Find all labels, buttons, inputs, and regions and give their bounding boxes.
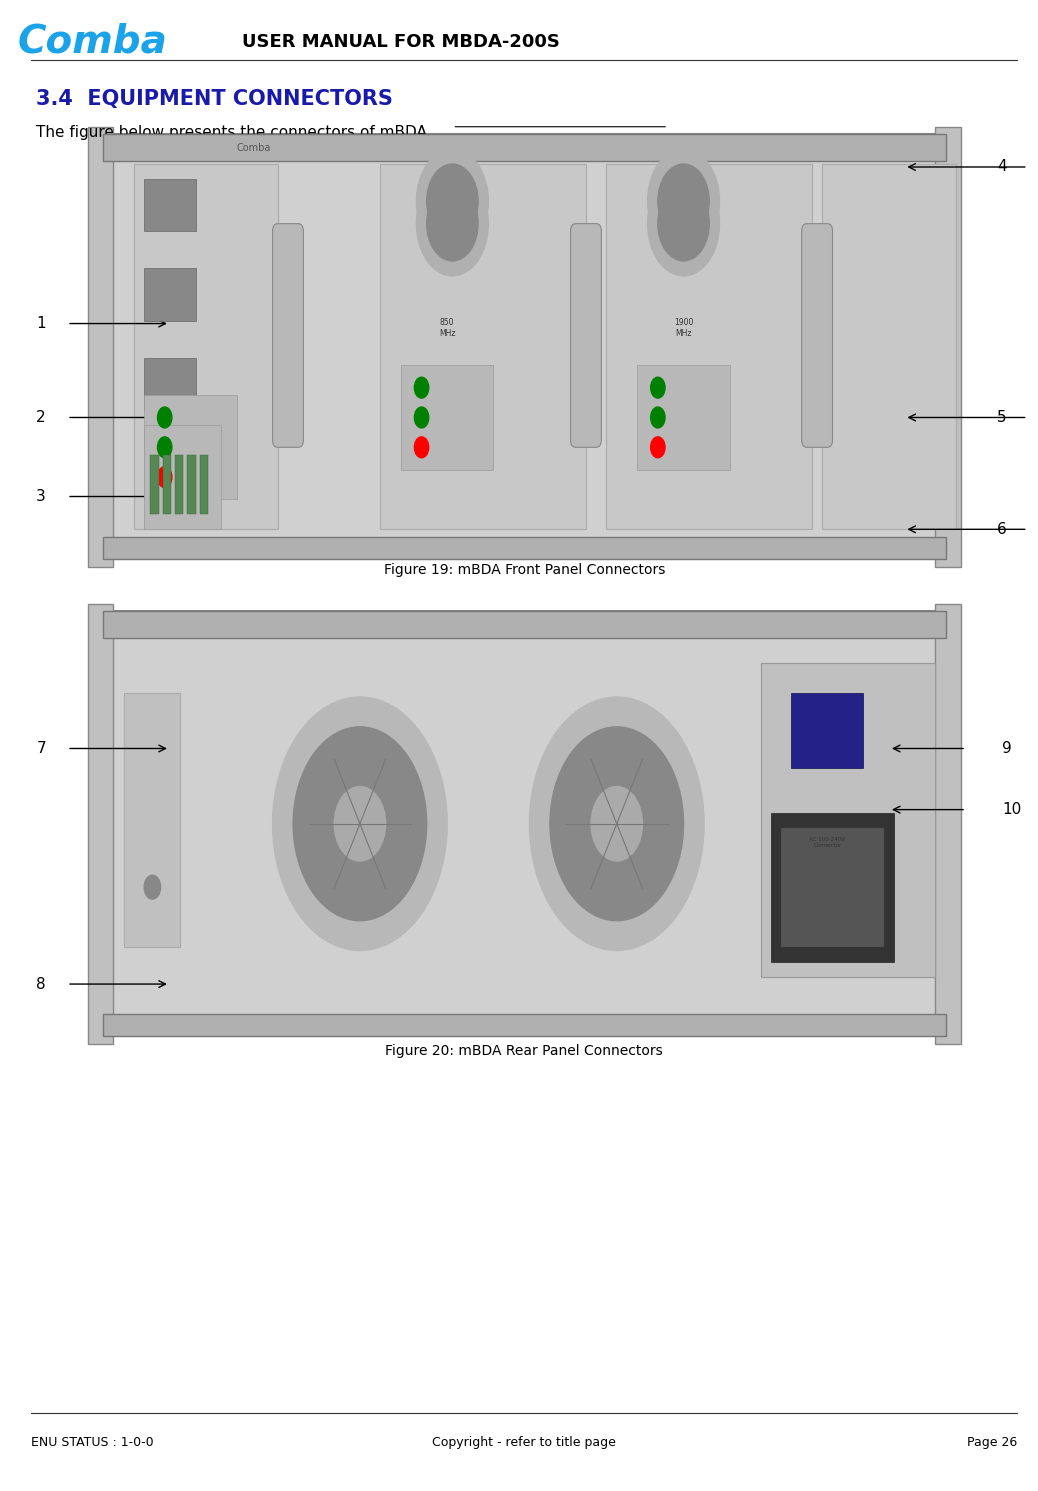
- Circle shape: [427, 164, 479, 239]
- FancyBboxPatch shape: [401, 365, 493, 470]
- Circle shape: [427, 186, 479, 261]
- FancyBboxPatch shape: [822, 164, 956, 529]
- FancyBboxPatch shape: [381, 164, 585, 529]
- Circle shape: [658, 186, 709, 261]
- FancyBboxPatch shape: [571, 224, 601, 447]
- FancyBboxPatch shape: [124, 693, 181, 947]
- Circle shape: [550, 728, 684, 920]
- FancyBboxPatch shape: [771, 813, 894, 962]
- FancyBboxPatch shape: [134, 164, 278, 529]
- Circle shape: [158, 407, 172, 428]
- Text: 3: 3: [36, 489, 46, 504]
- Circle shape: [273, 698, 447, 951]
- Circle shape: [658, 164, 709, 239]
- FancyBboxPatch shape: [103, 611, 946, 638]
- Text: Figure 19: mBDA Front Panel Connectors: Figure 19: mBDA Front Panel Connectors: [384, 562, 665, 577]
- Circle shape: [158, 467, 172, 488]
- Text: Comba: Comba: [18, 22, 168, 61]
- FancyBboxPatch shape: [144, 395, 237, 499]
- Circle shape: [144, 875, 161, 899]
- Circle shape: [648, 171, 719, 276]
- FancyBboxPatch shape: [144, 425, 221, 529]
- Text: 9: 9: [1002, 741, 1012, 756]
- FancyBboxPatch shape: [163, 455, 171, 514]
- Text: 2: 2: [36, 410, 46, 425]
- FancyBboxPatch shape: [761, 663, 935, 977]
- FancyBboxPatch shape: [144, 268, 195, 321]
- Text: Page 26: Page 26: [967, 1436, 1017, 1449]
- FancyBboxPatch shape: [87, 604, 113, 1044]
- Text: 1900
MHz: 1900 MHz: [674, 318, 693, 338]
- FancyBboxPatch shape: [782, 828, 884, 947]
- FancyBboxPatch shape: [103, 134, 946, 161]
- FancyBboxPatch shape: [935, 127, 961, 567]
- FancyBboxPatch shape: [187, 455, 195, 514]
- Circle shape: [651, 437, 665, 458]
- FancyBboxPatch shape: [103, 537, 946, 559]
- Text: 1: 1: [36, 316, 46, 331]
- FancyBboxPatch shape: [791, 693, 864, 768]
- Text: ENU STATUS : 1-0-0: ENU STATUS : 1-0-0: [31, 1436, 154, 1449]
- Text: AC 100-240V
Connector: AC 100-240V Connector: [810, 836, 845, 848]
- Text: 3.4  EQUIPMENT CONNECTORS: 3.4 EQUIPMENT CONNECTORS: [36, 89, 393, 109]
- Text: The figure below presents the connectors of mBDA.: The figure below presents the connectors…: [36, 125, 432, 140]
- FancyBboxPatch shape: [144, 358, 195, 410]
- FancyBboxPatch shape: [144, 179, 195, 231]
- FancyBboxPatch shape: [151, 455, 159, 514]
- FancyBboxPatch shape: [273, 224, 303, 447]
- Text: Copyright - refer to title page: Copyright - refer to title page: [433, 1436, 617, 1449]
- Circle shape: [651, 407, 665, 428]
- Text: 5: 5: [996, 410, 1007, 425]
- Circle shape: [529, 698, 704, 951]
- Circle shape: [158, 437, 172, 458]
- FancyBboxPatch shape: [801, 224, 832, 447]
- Circle shape: [334, 787, 385, 862]
- Text: Comba: Comba: [237, 143, 271, 152]
- FancyBboxPatch shape: [87, 127, 113, 567]
- Text: 4: 4: [996, 160, 1007, 174]
- FancyBboxPatch shape: [103, 134, 946, 559]
- FancyBboxPatch shape: [103, 1014, 946, 1036]
- Text: 10: 10: [1002, 802, 1021, 817]
- Text: 6: 6: [996, 522, 1007, 537]
- Text: USER MANUAL FOR MBDA-200S: USER MANUAL FOR MBDA-200S: [242, 33, 559, 51]
- Circle shape: [414, 407, 429, 428]
- Circle shape: [293, 728, 427, 920]
- Circle shape: [648, 149, 719, 253]
- FancyBboxPatch shape: [935, 604, 961, 1044]
- Text: Figure 20: mBDA Rear Panel Connectors: Figure 20: mBDA Rear Panel Connectors: [385, 1044, 663, 1059]
- FancyBboxPatch shape: [103, 611, 946, 1036]
- Circle shape: [416, 149, 488, 253]
- Text: 7: 7: [36, 741, 46, 756]
- Circle shape: [414, 437, 429, 458]
- Circle shape: [651, 377, 665, 398]
- FancyBboxPatch shape: [606, 164, 812, 529]
- Text: 850
MHz: 850 MHz: [439, 318, 456, 338]
- FancyBboxPatch shape: [175, 455, 183, 514]
- FancyBboxPatch shape: [637, 365, 730, 470]
- FancyBboxPatch shape: [199, 455, 208, 514]
- Circle shape: [416, 171, 488, 276]
- Text: 8: 8: [36, 977, 46, 992]
- Circle shape: [414, 377, 429, 398]
- Circle shape: [591, 787, 643, 862]
